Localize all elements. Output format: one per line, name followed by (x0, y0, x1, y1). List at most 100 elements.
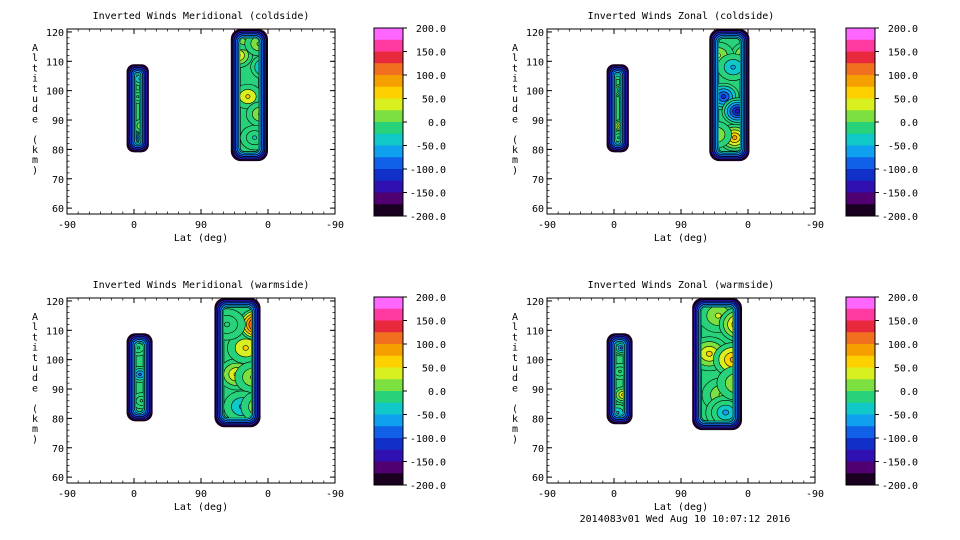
contour-level (718, 121, 732, 149)
y-tick-label: 120 (526, 28, 544, 39)
y-axis-label-char: t (32, 63, 38, 74)
contour-level (136, 118, 140, 133)
colorbar-band (374, 438, 403, 451)
y-tick-label: 100 (526, 356, 544, 367)
y-axis-label-char: e (32, 114, 38, 125)
data-region-1 (606, 64, 629, 153)
colorbar-band (374, 391, 403, 404)
x-tick-label: 0 (611, 489, 617, 500)
y-axis-label-char: t (512, 63, 518, 74)
contour-level (718, 347, 733, 373)
contour-level (617, 136, 620, 139)
contour-level (250, 38, 259, 52)
y-axis-label-char: A (512, 312, 518, 323)
x-tick-label: -90 (326, 220, 344, 231)
x-tick-label: 0 (265, 220, 271, 231)
contour-level (136, 74, 140, 84)
x-tick-label: -90 (806, 489, 824, 500)
contour-level (138, 372, 142, 376)
colorbar-tick-label: 150.0 (888, 317, 918, 328)
contour-level (252, 135, 258, 140)
y-tick-label: 70 (52, 444, 64, 455)
y-tick-label: 90 (532, 385, 544, 396)
y-tick-label: 60 (532, 204, 544, 215)
contour-level (734, 108, 740, 114)
contour-level (138, 77, 140, 81)
y-axis-label-char: A (32, 312, 38, 323)
axes-frame (546, 28, 816, 215)
y-axis-label-char: t (32, 84, 38, 95)
colorbar-tick-label: -100.0 (410, 434, 446, 445)
y-axis-label-char: t (32, 332, 38, 343)
colorbar-band (374, 379, 403, 392)
colorbar-tick-label: 150.0 (888, 48, 918, 59)
y-axis-label-char: d (512, 104, 518, 115)
y-axis-label-char: i (512, 343, 518, 354)
contour-level (256, 41, 259, 46)
colorbar-band (846, 332, 875, 345)
panel-1: Inverted Winds Meridional (coldside) 60 70… (32, 11, 446, 244)
colorbar-tick-label: 0.0 (900, 387, 918, 398)
contour-level (727, 314, 733, 335)
contour-level (618, 123, 620, 129)
contour-level (245, 94, 251, 99)
y-axis-label-char: A (32, 43, 38, 54)
y-tick-label: 110 (526, 57, 544, 68)
y-tick-label: 80 (532, 414, 544, 425)
colorbar-tick-label: 50.0 (894, 95, 918, 106)
colorbar-tick-label: -100.0 (410, 165, 446, 176)
panel-4: Inverted Winds Zonal (warmside) 60 70 80 90 1… (512, 280, 918, 513)
colorbar-tick-label: -150.0 (410, 189, 446, 200)
y-axis-label-char: u (32, 363, 38, 374)
contour-level (730, 64, 736, 70)
colorbar-tick-label: 200.0 (416, 293, 446, 304)
colorbar-band (846, 391, 875, 404)
colorbar-tick-label: -200.0 (882, 481, 918, 492)
contour-field (606, 298, 743, 431)
contour-level (245, 101, 259, 127)
contour-level (240, 46, 249, 65)
y-tick-label: 120 (526, 297, 544, 308)
colorbar-tick-label: -100.0 (882, 434, 918, 445)
panel-title: Inverted Winds Zonal (coldside) (588, 11, 775, 22)
y-tick-label: 100 (526, 87, 544, 98)
contour-level (136, 95, 140, 98)
y-axis-label-char: e (512, 114, 518, 125)
colorbar-band (846, 297, 875, 310)
colorbar-tick-label: 50.0 (894, 364, 918, 375)
colorbar-band (374, 320, 403, 333)
data-region-1 (606, 333, 633, 425)
x-axis-label: Lat (deg) (174, 502, 228, 513)
x-axis-label: Lat (deg) (174, 233, 228, 244)
colorbar-band (846, 204, 875, 217)
y-tick-label: 80 (52, 414, 64, 425)
contour-level (254, 58, 259, 77)
colorbar-band (846, 473, 875, 486)
colorbar-band (846, 133, 875, 146)
colorbar-band (374, 426, 403, 439)
y-tick-label: 90 (52, 116, 64, 127)
colorbar-band (846, 28, 875, 41)
contour-level (722, 409, 729, 416)
x-tick-label: 0 (745, 489, 751, 500)
y-tick-label: 90 (52, 385, 64, 396)
contour-level (234, 361, 252, 394)
contour-level (139, 399, 144, 403)
colorbar-band (846, 51, 875, 64)
y-axis-label-char: u (512, 94, 518, 105)
colorbar-band (374, 344, 403, 357)
y-tick-label: 90 (532, 116, 544, 127)
contour-level (714, 312, 722, 319)
colorbar-tick-label: -150.0 (882, 189, 918, 200)
y-axis-label-char: i (32, 74, 38, 85)
colorbar-band (846, 320, 875, 333)
contour-level (619, 346, 624, 350)
colorbar-band (374, 192, 403, 205)
contour-field (126, 298, 261, 428)
contour-level (244, 38, 259, 57)
colorbar-band (846, 438, 875, 451)
colorbar-band (846, 344, 875, 357)
y-axis-label-char: t (512, 84, 518, 95)
y-axis-label-char: e (512, 383, 518, 394)
colorbar-band (374, 75, 403, 88)
